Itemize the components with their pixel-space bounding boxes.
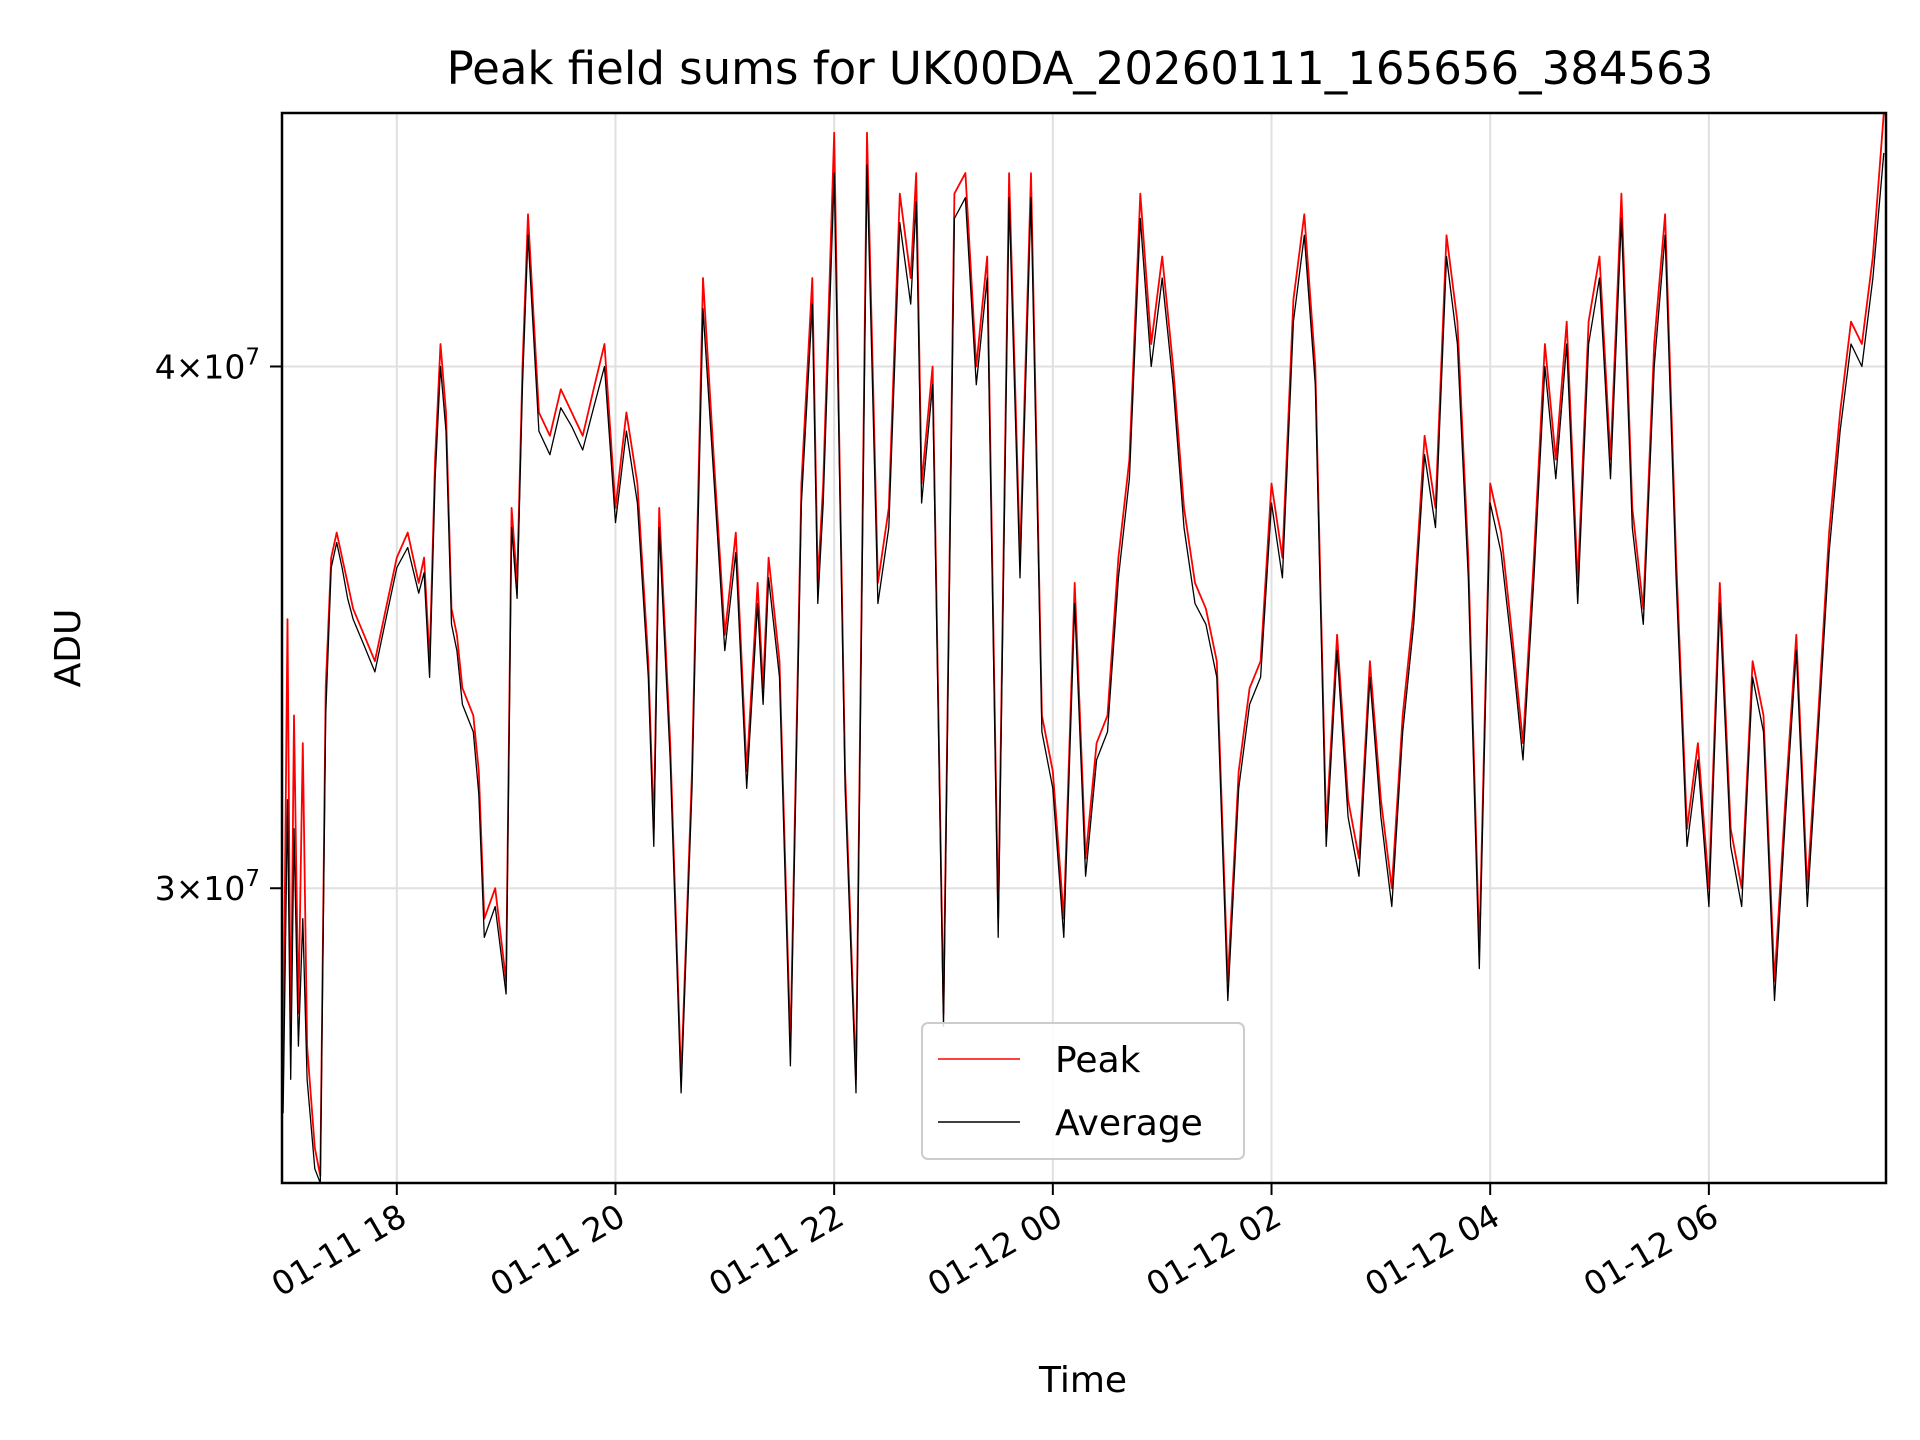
- series-layer: [282, 113, 1885, 1183]
- legend-label-peak: Peak: [1055, 1040, 1141, 1081]
- y-axis-label: ADU: [48, 609, 89, 688]
- y-tick-label: 3×107: [155, 866, 260, 908]
- x-axis-label: Time: [1038, 1360, 1127, 1401]
- plot-frame: [280, 111, 1888, 1185]
- y-tick-label: 4×107: [155, 344, 260, 386]
- y-axis-ticks: 3×107 4×107: [155, 344, 282, 908]
- legend-label-average: Average: [1055, 1103, 1203, 1144]
- plot-area: [282, 113, 1885, 1183]
- legend-box: [921, 1022, 1245, 1160]
- grid-layer: [282, 113, 1886, 1183]
- legend: Peak Average: [921, 1022, 1245, 1160]
- series-line-average: [282, 152, 1885, 1183]
- series-line-peak: [282, 113, 1885, 1177]
- chart-title: Peak field sums for UK00DA_20260111_1656…: [447, 42, 1714, 95]
